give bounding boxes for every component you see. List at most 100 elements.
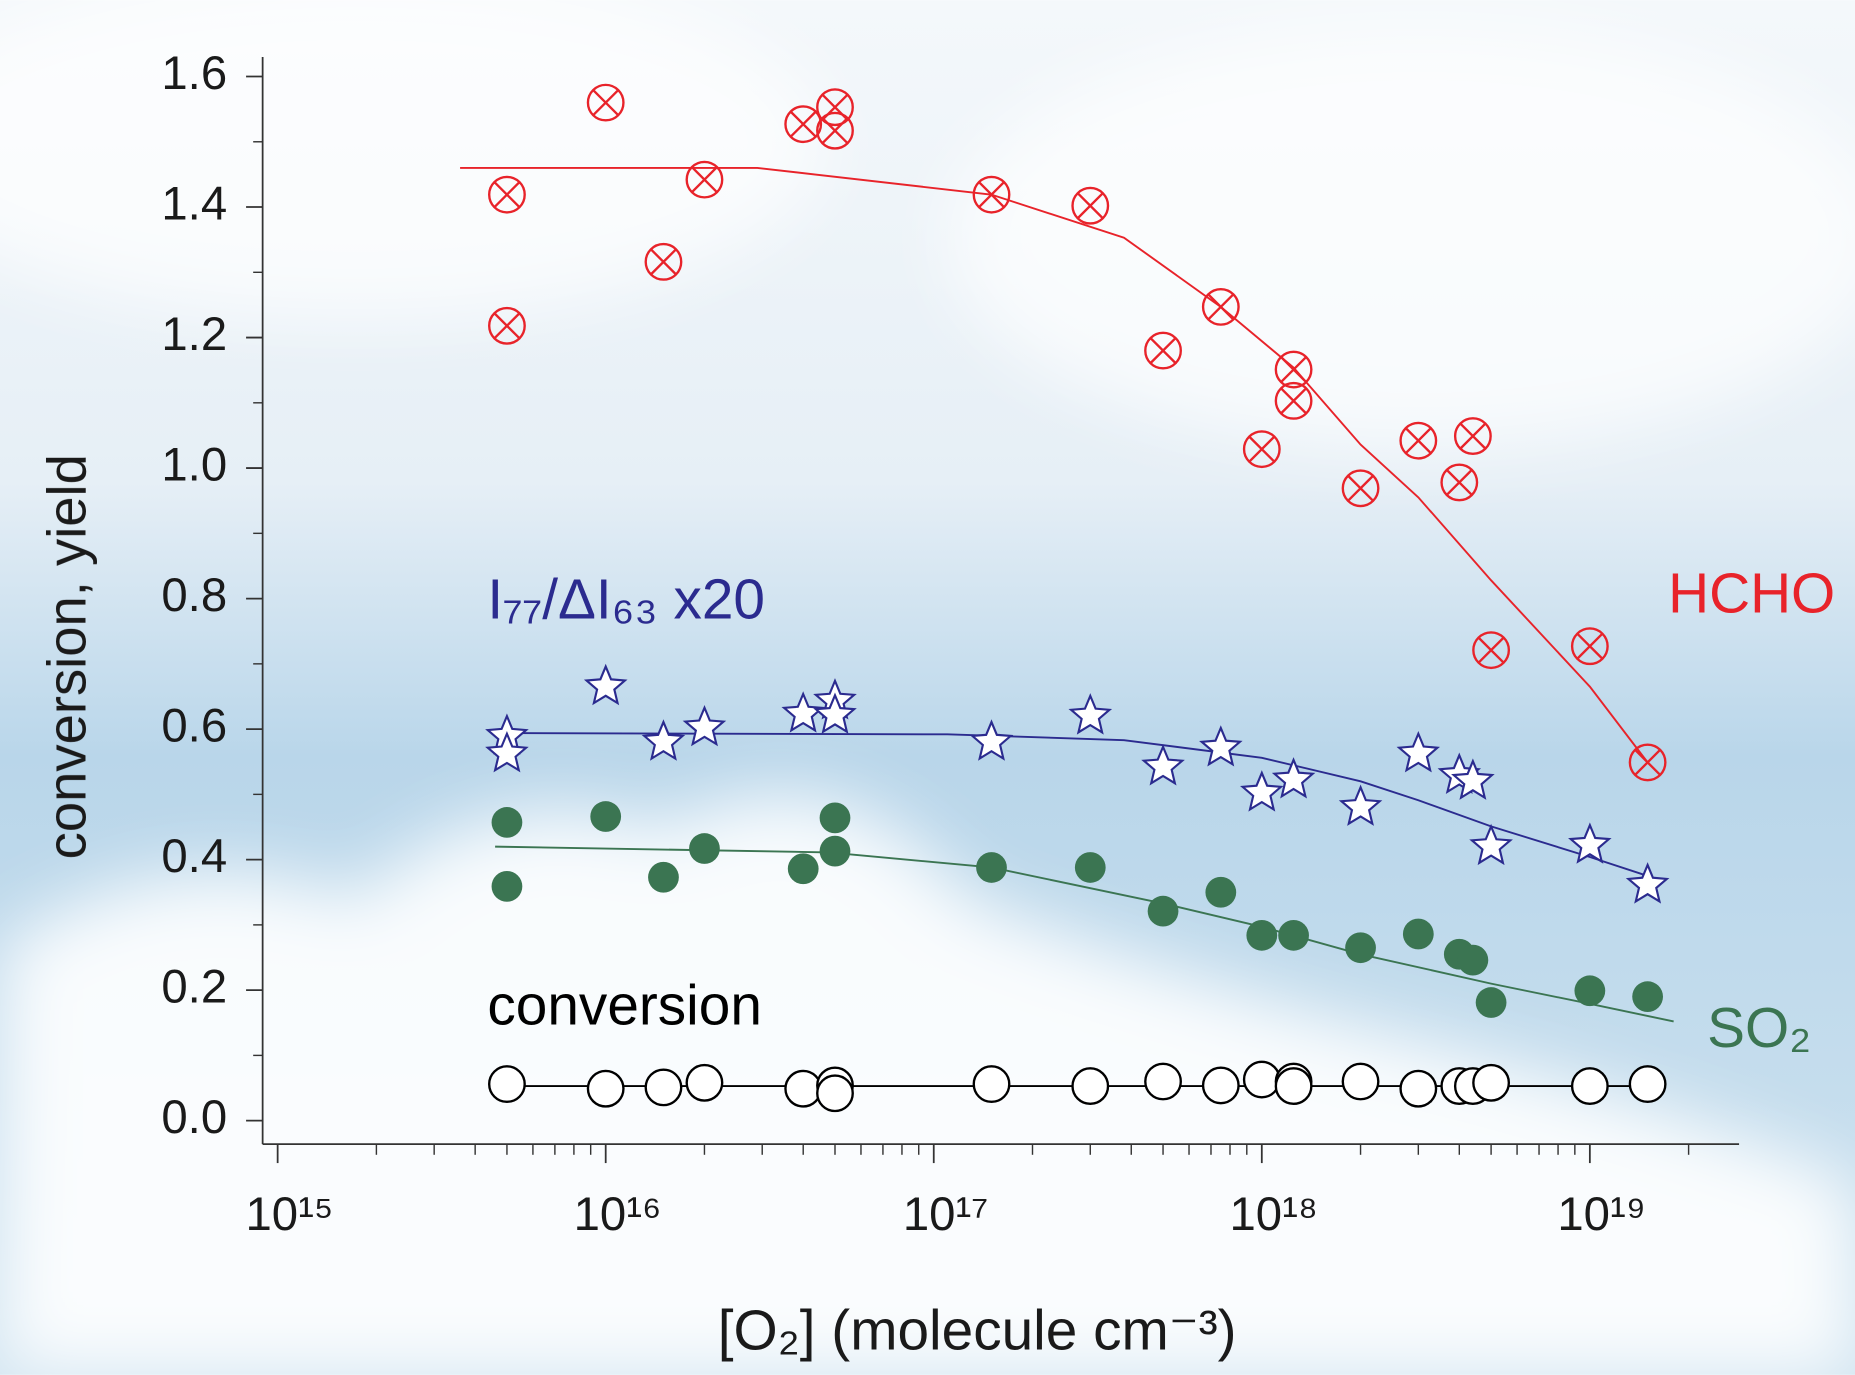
point-cross [592, 89, 620, 116]
point [641, 719, 686, 761]
fit-line [460, 166, 1649, 763]
point [1399, 1069, 1438, 1108]
point-cross [978, 181, 1005, 209]
point [816, 1074, 854, 1113]
point-ring [1341, 469, 1380, 508]
point [1274, 381, 1313, 420]
point-cross [1459, 422, 1487, 450]
point [1457, 944, 1489, 976]
point [1068, 693, 1113, 735]
point [1396, 730, 1440, 773]
y-tick-label: 0.4 [161, 830, 227, 883]
point-cross [691, 166, 718, 194]
point [485, 730, 529, 773]
point [1345, 932, 1376, 964]
point [1242, 1060, 1281, 1099]
point-ring [1242, 430, 1281, 469]
point [972, 1065, 1011, 1104]
series-label: SO₂ [1707, 997, 1811, 1060]
point [488, 306, 526, 345]
point [1074, 852, 1106, 883]
point-ring [1201, 287, 1240, 326]
y-tick-label: 1.0 [161, 439, 227, 492]
point [787, 853, 819, 885]
point [1475, 987, 1507, 1018]
point [1625, 862, 1670, 904]
point [784, 105, 823, 144]
point-ring [972, 175, 1011, 214]
series-label: I₇₇/ΔI₆₃ x20 [487, 569, 765, 632]
point [644, 1068, 683, 1107]
point-cross [1445, 469, 1473, 496]
series [491, 801, 1674, 1023]
point-ring [1472, 631, 1511, 670]
point [816, 111, 854, 150]
point [1141, 744, 1185, 786]
point [1453, 417, 1492, 456]
x-tick-label: 10¹⁸ [1229, 1188, 1317, 1241]
point-ring [488, 306, 526, 345]
point-ring [644, 242, 683, 281]
point [969, 719, 1014, 761]
point-ring [784, 105, 823, 144]
point-cross [1280, 387, 1307, 415]
point [781, 691, 825, 733]
x-tick-label: 10¹⁵ [245, 1188, 333, 1241]
x-tick-label: 10¹⁶ [574, 1188, 662, 1241]
point-ring [1144, 331, 1182, 370]
y-tick-label: 0.6 [161, 700, 227, 753]
point-ring [685, 160, 724, 199]
point [1338, 784, 1383, 826]
point-ring [1440, 463, 1479, 502]
point-ring [1399, 421, 1438, 460]
point [685, 1063, 724, 1102]
point [590, 801, 622, 832]
point [1071, 1067, 1110, 1106]
point [1240, 770, 1284, 812]
point [1632, 981, 1663, 1013]
point [972, 175, 1011, 214]
point [1568, 822, 1612, 864]
point-cross [1576, 632, 1604, 660]
x-tick-label: 10¹⁷ [903, 1188, 988, 1241]
point [1242, 430, 1281, 469]
point [682, 704, 727, 747]
y-tick-label: 1.4 [161, 178, 227, 231]
point [1451, 758, 1495, 800]
point-ring [586, 83, 625, 122]
point [488, 1065, 526, 1104]
point [1399, 421, 1438, 460]
point [583, 663, 628, 706]
point [1440, 463, 1479, 502]
point [1628, 743, 1667, 782]
point [1144, 1062, 1182, 1101]
point-cross [821, 117, 849, 145]
point [1278, 919, 1309, 951]
point [1271, 757, 1316, 799]
point [976, 852, 1007, 883]
point [1628, 1065, 1667, 1104]
point-ring [1274, 350, 1313, 389]
point [819, 835, 851, 867]
point [813, 692, 857, 734]
point-cross [1248, 435, 1276, 463]
point [1246, 919, 1278, 951]
point [491, 871, 523, 902]
point [1341, 1062, 1380, 1101]
point [689, 833, 720, 864]
point [1147, 895, 1179, 927]
point [1144, 331, 1182, 370]
point [1472, 631, 1511, 670]
point-cross [1149, 337, 1177, 364]
point [1201, 287, 1240, 326]
point [1205, 876, 1237, 908]
point-ring [816, 88, 854, 127]
y-tick-label: 0.2 [161, 961, 227, 1014]
point-cross [1076, 192, 1104, 220]
point [1574, 975, 1606, 1007]
point [1274, 350, 1313, 389]
y-tick-label: 0.0 [161, 1091, 227, 1144]
point-ring [1628, 743, 1667, 782]
